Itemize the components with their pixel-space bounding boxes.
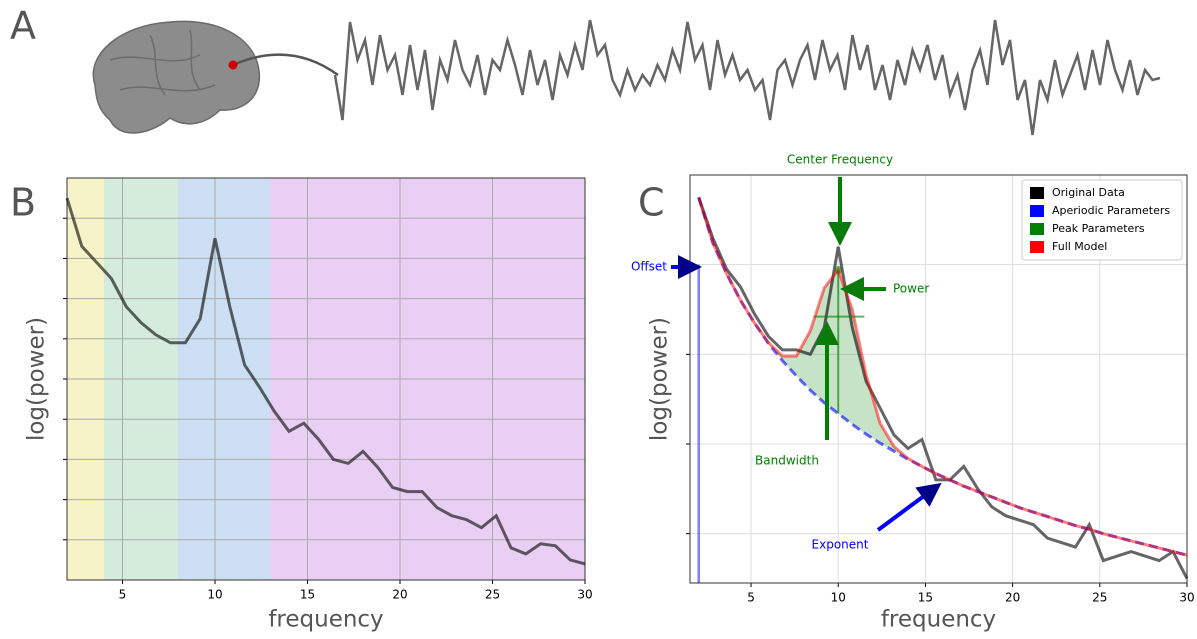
legend-label: Original Data — [1052, 186, 1125, 199]
legend-box — [1021, 179, 1183, 261]
series-line — [697, 196, 1188, 557]
y-axis-title: log(power) — [647, 317, 673, 441]
annotation-text: Exponent — [812, 538, 869, 552]
x-tick-label: 20 — [392, 588, 407, 602]
legend-swatch — [1030, 205, 1044, 217]
plot-frame — [66, 177, 586, 581]
plot-frame — [689, 174, 1188, 584]
panel-label: A — [10, 4, 36, 48]
x-axis-title: frequency — [881, 607, 996, 633]
annotation-text: Bandwidth — [755, 454, 819, 468]
x-tick-label: 5 — [747, 591, 755, 605]
x-tick-label: 25 — [1092, 591, 1107, 605]
series-line — [697, 196, 1189, 580]
y-axis-title: log(power) — [24, 317, 50, 441]
x-tick-label: 30 — [577, 588, 592, 602]
x-tick-label: 15 — [918, 591, 933, 605]
annotation-text: Center Frequency — [787, 153, 893, 167]
legend-label: Full Model — [1052, 240, 1107, 253]
x-tick-label: 30 — [1179, 591, 1194, 605]
x-axis-title: frequency — [268, 607, 383, 633]
x-tick-label: 25 — [485, 588, 500, 602]
legend-label: Aperiodic Parameters — [1052, 204, 1170, 217]
x-tick-label: 5 — [119, 588, 127, 602]
x-tick-label: 10 — [207, 588, 222, 602]
legend-swatch — [1030, 187, 1044, 199]
panel-label: C — [638, 181, 665, 225]
annotation-text: Power — [893, 282, 929, 296]
legend-swatch — [1030, 223, 1044, 235]
legend-label: Peak Parameters — [1052, 222, 1145, 235]
annotation-text: Offset — [631, 260, 667, 274]
x-tick-label: 15 — [300, 588, 315, 602]
signal-line — [333, 19, 1161, 136]
legend-swatch — [1030, 241, 1044, 253]
brain — [92, 20, 339, 134]
annotation-arrow — [876, 482, 942, 532]
panel-label: B — [10, 181, 36, 225]
x-tick-label: 10 — [831, 591, 846, 605]
data-line — [65, 197, 586, 566]
x-tick-label: 20 — [1005, 591, 1020, 605]
